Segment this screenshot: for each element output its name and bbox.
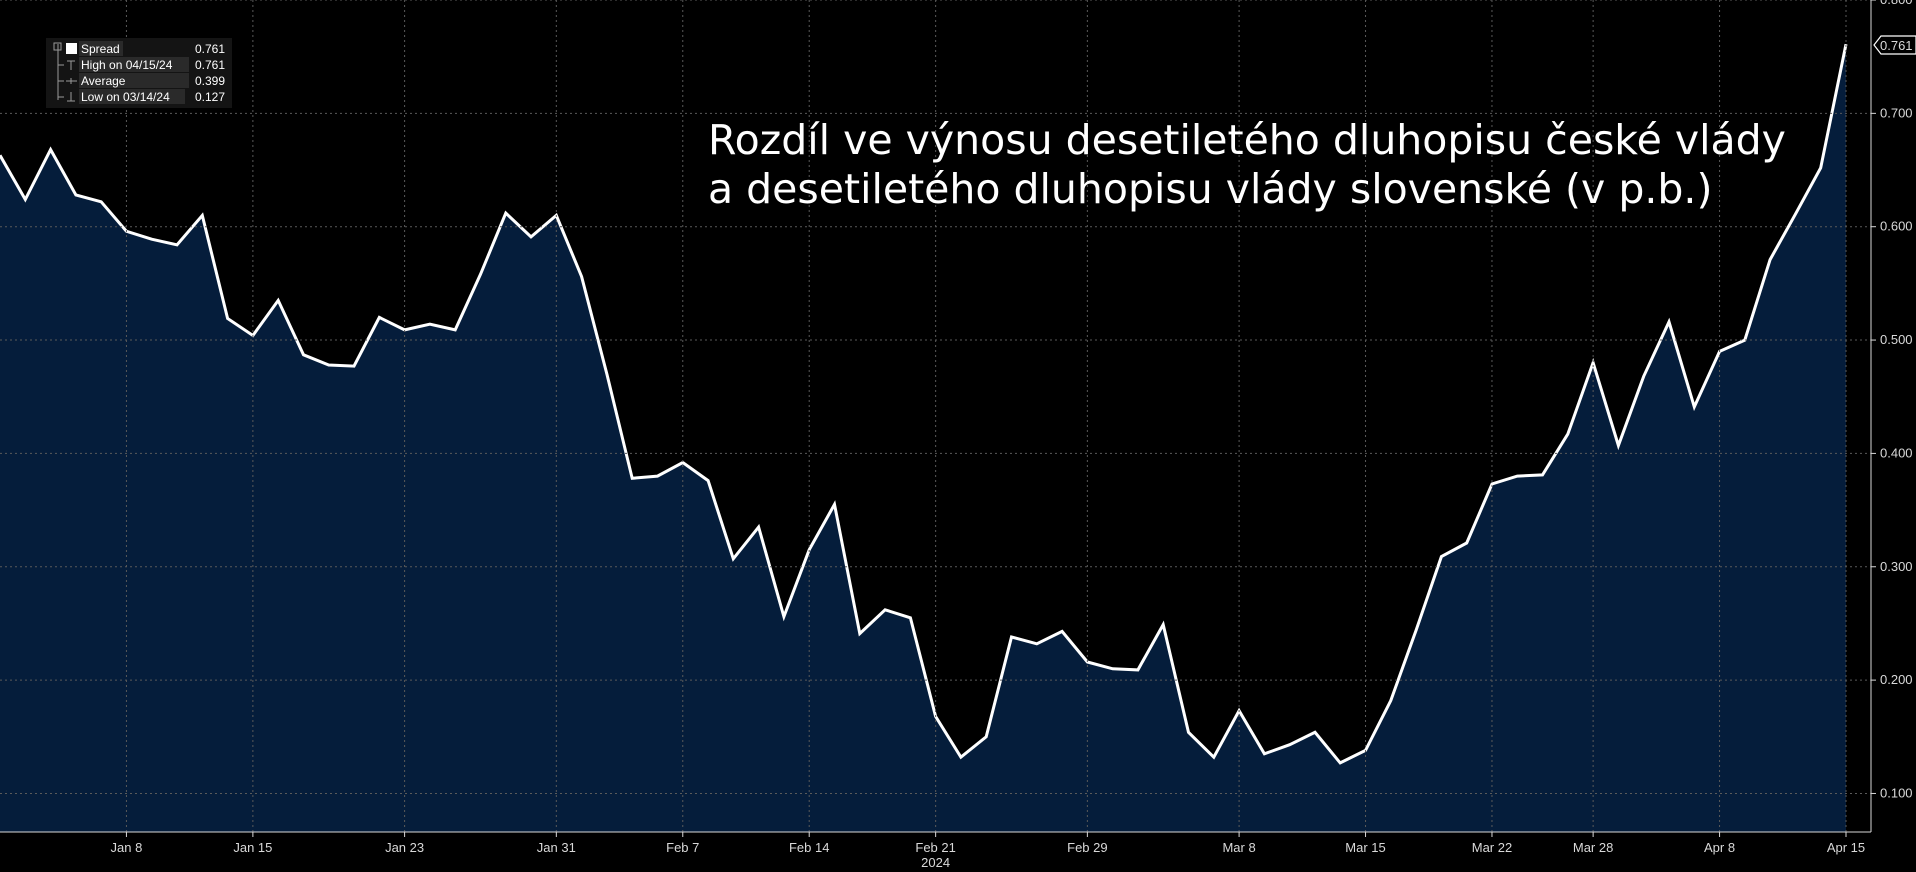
x-year-label: 2024 — [921, 855, 950, 870]
x-tick-label: Jan 23 — [385, 840, 424, 855]
x-tick-label: Feb 7 — [666, 840, 699, 855]
x-tick-label: Feb 14 — [789, 840, 829, 855]
legend-average-label: Average — [81, 74, 126, 88]
legend-average-value: 0.399 — [195, 74, 225, 88]
y-tick-label: 0.100 — [1880, 785, 1913, 800]
chart-title-line-2: a desetiletého dluhopisu vlády slovenské… — [708, 165, 1712, 213]
x-tick-label: Mar 22 — [1472, 840, 1512, 855]
x-tick-label: Mar 28 — [1573, 840, 1613, 855]
legend-low-value: 0.127 — [195, 90, 225, 104]
y-tick-label: 0.600 — [1880, 219, 1913, 234]
legend-spread-label: Spread — [81, 42, 120, 56]
x-tick-label: Feb 21 — [915, 840, 955, 855]
y-tick-label: 0.700 — [1880, 105, 1913, 120]
legend-spread-value: 0.761 — [195, 42, 225, 56]
y-tick-label: 0.200 — [1880, 672, 1913, 687]
chart-title-line-1: Rozdíl ve výnosu desetiletého dluhopisu … — [708, 116, 1786, 164]
x-tick-label: Mar 15 — [1345, 840, 1385, 855]
x-tick-label: Feb 29 — [1067, 840, 1107, 855]
x-tick-label: Jan 8 — [111, 840, 143, 855]
last-value-label: 0.761 — [1880, 38, 1913, 53]
x-tick-label: Jan 15 — [233, 840, 272, 855]
y-tick-label: 0.300 — [1880, 559, 1913, 574]
chart-title: Rozdíl ve výnosu desetiletého dluhopisu … — [708, 116, 1786, 213]
y-tick-label: 0.400 — [1880, 445, 1913, 460]
legend: Spread 0.761 High on 04/15/24 0.761 Aver… — [46, 38, 232, 108]
y-tick-label: 0.500 — [1880, 332, 1913, 347]
last-value-marker: 0.761 — [1874, 36, 1916, 54]
legend-low-label: Low on 03/14/24 — [81, 90, 170, 104]
legend-high-value: 0.761 — [195, 58, 225, 72]
legend-high-label: High on 04/15/24 — [81, 58, 173, 72]
x-tick-label: Mar 8 — [1222, 840, 1255, 855]
x-tick-label: Apr 8 — [1704, 840, 1735, 855]
y-tick-label: 0.800 — [1880, 0, 1913, 7]
x-tick-label: Apr 15 — [1827, 840, 1865, 855]
x-tick-label: Jan 31 — [537, 840, 576, 855]
legend-spread-swatch — [66, 43, 77, 54]
